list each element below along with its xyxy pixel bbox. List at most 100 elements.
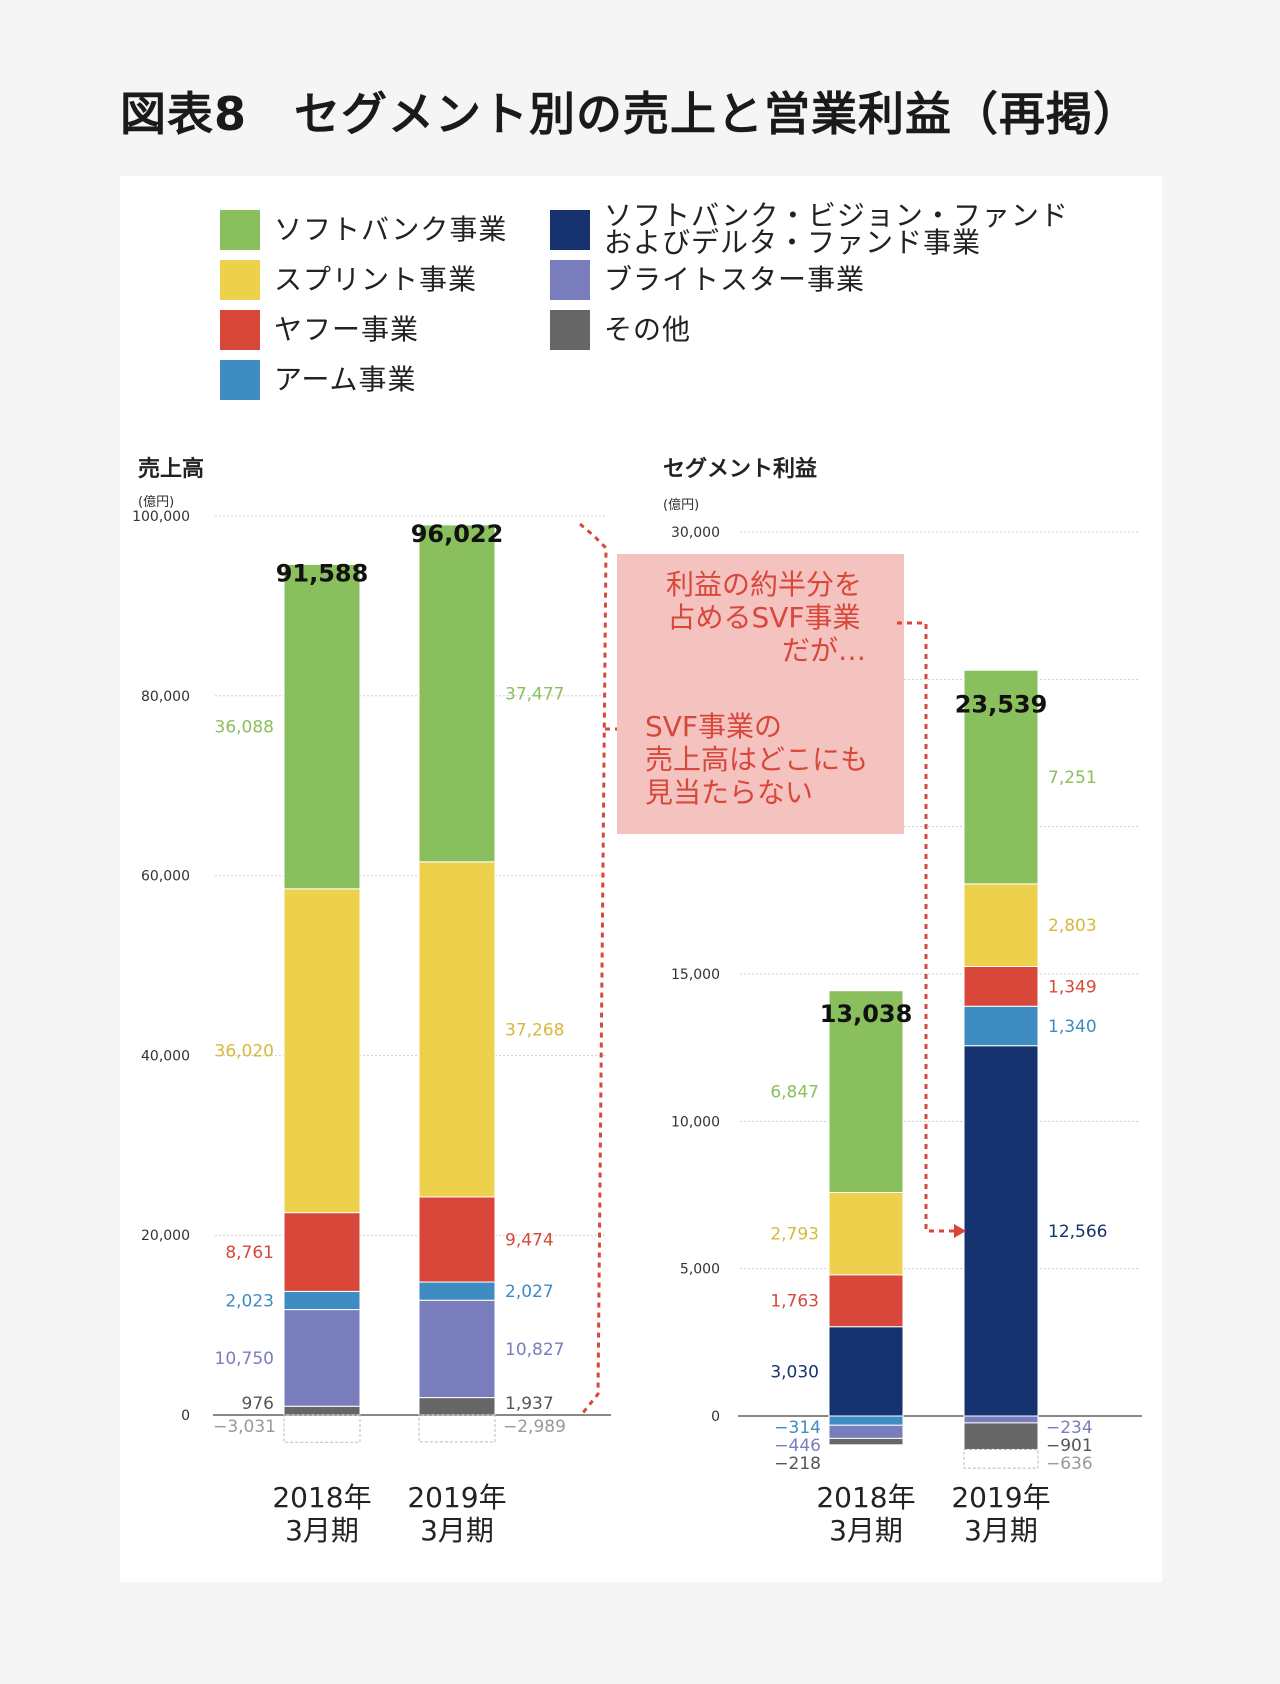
data-label-yahoo-0-0: 8,761 xyxy=(225,1243,274,1263)
data-label-yahoo-1-0: 1,763 xyxy=(770,1292,819,1312)
bar-seg-yahoo-1-0 xyxy=(828,1274,904,1328)
bar-seg-other-0-1 xyxy=(418,1397,496,1416)
neg-label-arm-1-0: −314 xyxy=(774,1418,821,1438)
category-label-1-1-line1: 2019年 xyxy=(951,1481,1050,1514)
bar-seg-arm-1-1 xyxy=(963,1005,1039,1047)
legend-swatch-sprint xyxy=(220,260,260,300)
figure-title: 図表8 セグメント別の売上と営業利益（再掲） xyxy=(120,87,1141,141)
ytick-label-0-1: 80,000 xyxy=(141,689,190,705)
bar-seg-sprint-0-0 xyxy=(283,888,361,1214)
ytick-label-0-3: 40,000 xyxy=(141,1048,190,1064)
data-label-softbank-0-1: 37,477 xyxy=(505,684,564,704)
legend-label-svf-line1: ソフトバンク・ビジョン・ファンド xyxy=(604,199,1069,232)
neg-label-brightstar-1-0: −446 xyxy=(774,1436,821,1456)
neg-label-other-1-1: −901 xyxy=(1046,1436,1093,1456)
chart-panel: ソフトバンク事業 スプリント事業 ヤフー事業 アーム事業 ソフトバンク・ビジョン… xyxy=(120,176,1162,1582)
ytick-label-1-4: 10,000 xyxy=(671,1114,720,1130)
bar-seg-sprint-1-0 xyxy=(828,1191,904,1276)
neg-label-adjustment-1-1: −636 xyxy=(1046,1454,1093,1474)
bar-seg-softbank-0-0 xyxy=(283,563,361,890)
legend-swatch-svf xyxy=(550,210,590,250)
legend-swatch-yahoo xyxy=(220,310,260,350)
data-label-yahoo-0-1: 9,474 xyxy=(505,1230,554,1250)
legend-label-yahoo: ヤフー事業 xyxy=(274,313,420,346)
data-label-svf-1-1: 12,566 xyxy=(1048,1222,1107,1242)
data-label-arm-0-1: 2,027 xyxy=(505,1282,554,1302)
chart-title-1: セグメント利益 xyxy=(663,456,817,482)
bar-seg-softbank-1-0 xyxy=(828,990,904,1193)
bar-seg-arm-0-0 xyxy=(283,1290,361,1311)
annotation-profit-line2: 占めるSVF事業 xyxy=(667,601,860,634)
bar-seg-svf-1-1 xyxy=(963,1045,1039,1417)
legend-swatch-arm xyxy=(220,360,260,400)
legend-label-arm: アーム事業 xyxy=(274,363,417,396)
bar-neg-adjustment-1-1 xyxy=(963,1448,1039,1469)
data-label-brightstar-0-0: 10,750 xyxy=(215,1349,274,1369)
legend-label-sprint: スプリント事業 xyxy=(274,263,478,296)
total-label-1-1: 23,539 xyxy=(955,690,1048,718)
ytick-label-1-6: 0 xyxy=(711,1409,720,1425)
data-label-sprint-0-1: 37,268 xyxy=(505,1020,564,1040)
legend-label-softbank: ソフトバンク事業 xyxy=(274,213,508,246)
chart-unit-0: (億円) xyxy=(138,494,174,510)
category-label-0-1-line1: 2019年 xyxy=(407,1481,506,1514)
bar-neg-other-1-1 xyxy=(963,1422,1039,1450)
data-label-other-0-0: 976 xyxy=(242,1394,274,1414)
total-label-1-0: 13,038 xyxy=(820,1000,913,1028)
data-label-yahoo-1-1: 1,349 xyxy=(1048,977,1097,997)
neg-label-brightstar-1-1: −234 xyxy=(1046,1418,1093,1438)
sales-bracket xyxy=(579,522,608,1415)
bar-seg-arm-0-1 xyxy=(418,1281,496,1301)
legend-label-svf-line2: およびデルタ・ファンド事業 xyxy=(604,226,982,259)
bar-seg-softbank-1-1 xyxy=(963,669,1039,885)
ytick-label-0-0: 100,000 xyxy=(132,509,190,525)
legend-swatch-brightstar xyxy=(550,260,590,300)
annotation-profit-line3: だが… xyxy=(782,634,866,667)
bar-neg-arm-1-0 xyxy=(828,1415,904,1426)
annotation-box xyxy=(617,554,904,834)
bar-neg-other-1-0 xyxy=(828,1437,904,1446)
bar-seg-yahoo-1-1 xyxy=(963,965,1039,1007)
data-label-other-0-1: 1,937 xyxy=(505,1394,554,1414)
neg-label-other-1-0: −218 xyxy=(774,1454,821,1474)
legend-swatch-softbank xyxy=(220,210,260,250)
annotation-sales-line2: 売上高はどこにも xyxy=(645,743,868,776)
data-label-softbank-1-1: 7,251 xyxy=(1048,768,1097,788)
total-label-0-1: 96,022 xyxy=(411,520,504,548)
annotation-sales-line3: 見当たらない xyxy=(645,776,813,809)
data-label-svf-1-0: 3,030 xyxy=(770,1362,819,1382)
data-label-sprint-0-0: 36,020 xyxy=(215,1042,274,1062)
bar-seg-yahoo-0-0 xyxy=(283,1212,361,1292)
legend-label-brightstar: ブライトスター事業 xyxy=(604,263,866,296)
total-label-0-0: 91,588 xyxy=(276,560,369,588)
category-label-0-0-line1: 2018年 xyxy=(272,1481,371,1514)
bar-neg-adjustment-0-0 xyxy=(283,1414,361,1443)
legend-label-other: その他 xyxy=(604,313,692,346)
category-label-1-0-line2: 3月期 xyxy=(829,1514,903,1547)
data-label-arm-0-0: 2,023 xyxy=(225,1291,274,1311)
bar-seg-svf-1-0 xyxy=(828,1326,904,1417)
category-label-1-1-line2: 3月期 xyxy=(964,1514,1038,1547)
profit-arrow-line xyxy=(897,621,955,1233)
bar-seg-brightstar-0-1 xyxy=(418,1299,496,1399)
legend-swatch-other xyxy=(550,310,590,350)
ytick-label-1-0: 30,000 xyxy=(671,525,720,541)
bar-neg-brightstar-1-1 xyxy=(963,1415,1039,1424)
charts-svg: 売上高(億円)100,00080,00060,00040,00020,00009… xyxy=(132,456,1142,1547)
data-label-arm-1-1: 1,340 xyxy=(1048,1017,1097,1037)
ytick-label-1-5: 5,000 xyxy=(680,1262,720,1278)
bar-seg-sprint-0-1 xyxy=(418,861,496,1198)
data-label-sprint-1-0: 2,793 xyxy=(770,1225,819,1245)
bar-seg-brightstar-0-0 xyxy=(283,1309,361,1407)
chart-title-0: 売上高 xyxy=(138,456,204,482)
bar-seg-sprint-1-1 xyxy=(963,883,1039,967)
annotation-sales-line1: SVF事業の xyxy=(645,710,782,743)
bar-seg-other-0-0 xyxy=(283,1405,361,1416)
ytick-label-1-3: 15,000 xyxy=(671,967,720,983)
neg-label-adjustment-0-0: −3,031 xyxy=(213,1417,276,1437)
data-label-softbank-1-0: 6,847 xyxy=(770,1083,819,1103)
bar-seg-yahoo-0-1 xyxy=(418,1196,496,1283)
bar-seg-softbank-0-1 xyxy=(418,524,496,863)
chart-unit-1: (億円) xyxy=(663,497,699,513)
bar-neg-brightstar-1-0 xyxy=(828,1424,904,1439)
